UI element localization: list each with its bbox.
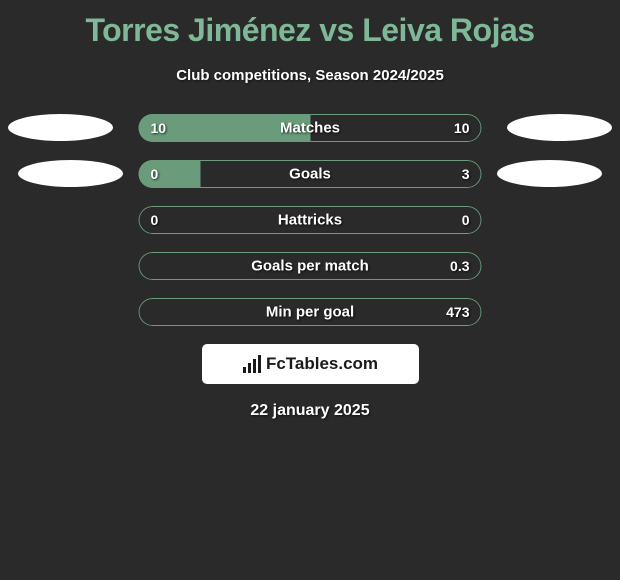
stat-value-right: 0.3 [450,258,469,274]
stat-row: Goals per match 0.3 [0,252,620,280]
stat-row: 10 Matches 10 [0,114,620,142]
stats-container: 10 Matches 10 0 Goals 3 0 Hattricks 0 Goals per m… [0,84,620,326]
player-right-oval [507,114,612,141]
logo-label: FcTables.com [266,354,378,374]
stat-value-right: 0 [462,212,470,228]
date-text: 22 january 2025 [0,402,620,420]
stat-label: Hattricks [278,212,342,229]
stat-bar-container: Goals per match 0.3 [139,252,482,280]
stat-label: Matches [280,120,340,137]
stat-label: Min per goal [266,304,354,321]
stat-value-right: 10 [454,120,470,136]
player-left-oval [18,160,123,187]
stat-value-left: 0 [151,166,159,182]
stat-value-right: 473 [446,304,469,320]
stat-label: Goals [289,166,331,183]
player-left-oval [8,114,113,141]
player-right-oval [497,160,602,187]
comparison-title: Torres Jiménez vs Leiva Rojas [0,0,620,49]
logo-box: FcTables.com [202,344,419,384]
stat-label: Goals per match [251,258,369,275]
logo-text: FcTables.com [242,354,378,374]
bar-left-fill [139,160,201,188]
stat-row: 0 Goals 3 [0,160,620,188]
stat-value-right: 3 [462,166,470,182]
stat-row: 0 Hattricks 0 [0,206,620,234]
stat-row: Min per goal 473 [0,298,620,326]
comparison-subtitle: Club competitions, Season 2024/2025 [0,67,620,84]
stat-bar-container: 0 Hattricks 0 [139,206,482,234]
stat-value-left: 10 [151,120,167,136]
stat-bar-container: 0 Goals 3 [139,160,482,188]
stat-bar-container: 10 Matches 10 [139,114,482,142]
stat-value-left: 0 [151,212,159,228]
stat-bar-container: Min per goal 473 [139,298,482,326]
chart-icon [242,354,262,374]
